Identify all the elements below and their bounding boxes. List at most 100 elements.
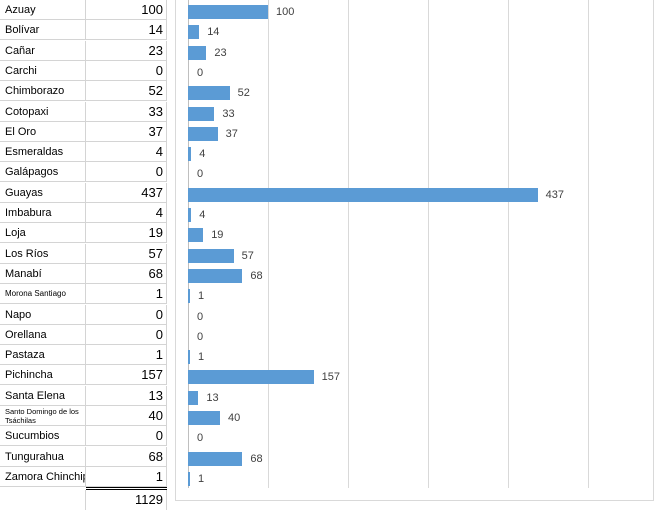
bar[interactable] [188,187,538,202]
row-name-cell[interactable]: Esmeraldas [0,142,86,162]
bar[interactable] [188,208,192,222]
row-name-cell[interactable]: Napo [0,305,86,325]
row-value-cell[interactable]: 40 [86,406,167,426]
bar[interactable] [188,147,192,162]
bar[interactable] [188,126,218,141]
row-name-cell[interactable]: Morona Santiago [0,284,86,304]
data-label: 52 [237,87,250,100]
bar[interactable] [188,268,243,283]
row-name-cell[interactable]: Sucumbios [0,426,86,446]
row-value-cell[interactable]: 0 [86,305,167,325]
row-name-cell[interactable]: Los Ríos [0,244,86,264]
bar[interactable] [188,471,190,486]
bar-chart[interactable]: 100 14 23 0 52 33 37 4 0 437 4 19 57 68 1 0 0 1 157 13 40 0 68… [175,0,654,501]
data-label: 68 [250,452,263,465]
row-value-cell[interactable]: 4 [86,142,167,162]
row-name-cell[interactable]: Azuay [0,0,86,20]
row-value-cell[interactable]: 57 [86,244,167,264]
bar[interactable] [188,370,314,385]
row-value-cell[interactable]: 0 [86,61,167,81]
row-value-cell[interactable]: 1 [86,467,167,487]
gridline [588,0,589,488]
row-name-cell[interactable]: Cotopaxi [0,102,86,122]
data-label: 0 [197,310,204,323]
row-value-cell[interactable]: 23 [86,41,167,61]
data-label: 23 [214,46,227,59]
data-label: 40 [228,412,241,424]
data-label: 0 [197,66,204,79]
row-value-cell[interactable]: 37 [86,122,167,142]
gridline [428,0,429,488]
data-label: 37 [225,127,238,140]
row-value-cell[interactable]: 4 [86,203,167,223]
row-value-cell[interactable]: 0 [86,325,167,345]
bar[interactable] [188,350,190,365]
row-value-cell[interactable]: 52 [86,81,167,101]
bar[interactable] [188,25,200,40]
row-value-cell[interactable]: 0 [86,426,167,446]
total-value-cell[interactable]: 1129 [86,490,167,510]
row-value-cell[interactable]: 68 [86,447,167,467]
row-name-cell[interactable]: Chimborazo [0,81,86,101]
bar[interactable] [188,289,190,304]
gridline [268,0,269,488]
data-label: 19 [211,229,224,242]
row-name-cell[interactable]: Carchi [0,61,86,81]
data-label: 0 [197,432,204,445]
row-name-cell[interactable]: El Oro [0,122,86,142]
row-name-cell[interactable]: Imbabura [0,203,86,223]
row-name-cell[interactable]: Orellana [0,325,86,345]
data-label: 14 [207,26,220,39]
bar[interactable] [188,228,204,243]
total-name-cell[interactable] [0,490,86,510]
row-value-cell[interactable]: 0 [86,162,167,182]
data-label: 0 [197,330,204,343]
gridline [508,0,509,488]
row-value-cell[interactable]: 157 [86,365,167,385]
bar[interactable] [188,451,243,466]
bar[interactable] [188,45,207,60]
data-label: 1 [198,351,205,364]
data-label: 13 [206,391,219,404]
data-label: 33 [222,107,235,120]
bar[interactable] [188,390,199,405]
axis-line [188,0,189,488]
total-double-border-top [86,487,167,488]
data-label: 68 [250,269,263,282]
row-value-cell[interactable]: 19 [86,223,167,243]
row-value-cell[interactable]: 100 [86,0,167,20]
bar[interactable] [188,86,230,101]
row-value-cell[interactable]: 437 [86,183,167,203]
gridline [348,0,349,488]
bar[interactable] [188,411,220,425]
data-label: 437 [545,188,564,201]
row-name-cell[interactable]: Manabí [0,264,86,284]
row-value-cell[interactable]: 14 [86,20,167,40]
row-name-cell[interactable]: Pastaza [0,345,86,365]
data-label: 4 [199,209,206,221]
bar[interactable] [188,248,234,263]
row-value-cell[interactable]: 1 [86,345,167,365]
row-name-cell[interactable]: Zamora Chinchipe [0,467,86,487]
row-value-cell[interactable]: 33 [86,102,167,122]
row-name-cell[interactable]: Loja [0,223,86,243]
row-name-cell[interactable]: Guayas [0,183,86,203]
row-name-cell[interactable]: Santa Elena [0,386,86,406]
bar[interactable] [188,106,215,121]
bar[interactable] [188,5,268,19]
row-name-cell[interactable]: Galápagos [0,162,86,182]
row-name-cell[interactable]: Bolívar [0,20,86,40]
row-name-cell[interactable]: Cañar [0,41,86,61]
row-name-cell[interactable]: Santo Domingo de los Tsáchilas [0,406,86,426]
row-name-cell[interactable]: Tungurahua [0,447,86,467]
row-value-cell[interactable]: 1 [86,284,167,304]
row-name-cell[interactable]: Pichincha [0,365,86,385]
data-label: 157 [321,371,340,384]
data-label: 100 [276,6,295,18]
row-value-cell[interactable]: 68 [86,264,167,284]
total-double-border-bottom [86,489,167,490]
data-label: 1 [198,472,205,485]
row-value-cell[interactable]: 13 [86,386,167,406]
data-label: 4 [199,148,206,161]
